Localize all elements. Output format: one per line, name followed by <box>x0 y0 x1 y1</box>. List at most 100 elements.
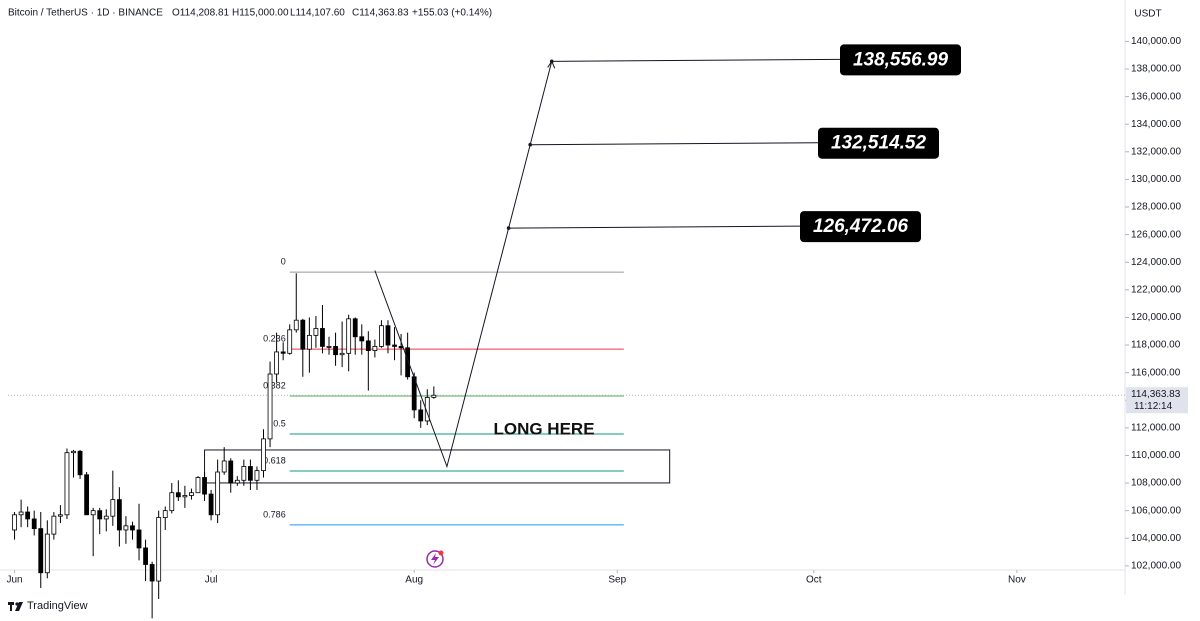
target-line <box>508 225 801 229</box>
target-line <box>530 142 819 146</box>
candle-body <box>77 450 83 476</box>
y-tick-label: 102,000.00 <box>1131 561 1181 572</box>
y-tick-label: 140,000.00 <box>1131 36 1181 47</box>
countdown: 11:12:14 <box>1134 401 1173 412</box>
fib-label: 0.5 <box>273 418 286 428</box>
y-tick-label: 138,000.00 <box>1131 64 1181 75</box>
header-text: O114,208.81 <box>172 8 230 19</box>
candle-body <box>306 334 312 350</box>
candle-body <box>130 525 135 531</box>
y-tick-label: 136,000.00 <box>1131 91 1181 102</box>
candle-body <box>136 529 142 549</box>
target-box <box>840 44 961 76</box>
y-tick-label: 122,000.00 <box>1131 284 1181 295</box>
candle-body <box>18 511 24 516</box>
target-box <box>800 211 921 243</box>
candle-body <box>405 347 411 378</box>
fib-label: 0.786 <box>263 509 286 519</box>
candle-body <box>379 325 384 347</box>
candle-body <box>352 318 358 338</box>
long-zone <box>204 449 671 484</box>
y-tick-label: 132,000.00 <box>1131 146 1181 157</box>
y-tick-label: 116,000.00 <box>1131 367 1181 378</box>
x-tick-label: Oct <box>806 575 822 586</box>
y-tick-label: 126,000.00 <box>1131 229 1181 240</box>
candle-body <box>97 510 103 520</box>
fib-label: 0.236 <box>263 333 286 343</box>
candle-body <box>287 329 293 354</box>
candle-body <box>431 394 437 398</box>
candle-body <box>418 409 424 422</box>
header: Bitcoin / TetherUS · 1D · BINANCE O114,20… <box>8 8 492 19</box>
candle-body <box>215 471 221 516</box>
candle-body <box>189 492 194 496</box>
header-text: +155.03 (+0.14%) <box>412 8 492 19</box>
target-label: 126,472.06 <box>813 216 909 237</box>
candle-body <box>116 499 122 531</box>
candle-body <box>25 511 31 520</box>
candle-body <box>300 319 306 350</box>
brand-logo <box>8 602 23 611</box>
candle-body <box>424 397 430 422</box>
fib-label: 0 <box>281 257 286 267</box>
y-tick-label: 134,000.00 <box>1131 119 1181 130</box>
candle-body <box>228 460 234 484</box>
header-text: L114,107.60 <box>290 8 345 19</box>
candle-body <box>208 493 214 516</box>
candle-body <box>149 564 155 582</box>
y-tick-label: 120,000.00 <box>1131 312 1181 323</box>
candle-body <box>326 346 332 348</box>
last-price-label: 114,363.83 <box>1131 389 1181 400</box>
candle-body <box>280 351 286 354</box>
candle-body <box>175 492 181 498</box>
annotation: LONG HERE <box>493 419 594 438</box>
candle-body <box>320 328 325 347</box>
y-tick-label: 112,000.00 <box>1131 422 1181 433</box>
candle-body <box>12 514 17 531</box>
header-text: Bitcoin / TetherUS · 1D · BINANCE <box>8 8 163 19</box>
candle-body <box>64 452 70 516</box>
candle-body <box>346 318 352 354</box>
target-label: 138,556.99 <box>853 49 949 70</box>
candle-body <box>38 528 44 574</box>
x-tick-label: Jul <box>205 575 218 586</box>
candle-body <box>202 477 207 495</box>
y-tick-label: 124,000.00 <box>1131 257 1181 268</box>
fib-label: 0.618 <box>263 455 286 465</box>
candle-body <box>103 515 109 520</box>
candle-body <box>234 479 240 484</box>
y-tick-label: 104,000.00 <box>1131 533 1181 544</box>
candle-body <box>392 344 397 347</box>
y-tick-label: 118,000.00 <box>1131 340 1181 351</box>
candle-body <box>162 510 168 518</box>
x-tick-label: Aug <box>405 575 423 586</box>
candle-body <box>267 373 273 440</box>
candle-body <box>247 466 253 481</box>
candle-body <box>182 495 188 498</box>
candle-body <box>365 340 371 351</box>
y-unit: USDT <box>1134 9 1161 20</box>
candle-body <box>169 492 175 512</box>
alert-icon <box>426 550 444 568</box>
target-line <box>551 58 841 62</box>
candle-body <box>156 517 162 582</box>
y-tick-label: 130,000.00 <box>1131 174 1181 185</box>
last-price-tag <box>1126 387 1188 414</box>
x-tick-label: Nov <box>1008 575 1026 586</box>
candle-body <box>90 510 96 516</box>
y-tick-label: 128,000.00 <box>1131 202 1181 213</box>
x-tick-label: Sep <box>608 575 626 586</box>
header-text: H115,000.00 <box>232 8 289 19</box>
candle-body <box>71 450 76 454</box>
candle-body <box>293 319 299 331</box>
header-text: C114,363.83 <box>352 8 409 19</box>
candle-body <box>221 460 227 473</box>
candle-body <box>84 474 90 516</box>
candle-body <box>58 514 63 517</box>
projection-path <box>374 61 553 469</box>
candle-body <box>339 352 345 356</box>
target-label: 132,514.52 <box>831 133 927 154</box>
brand: TradingView <box>27 600 88 612</box>
